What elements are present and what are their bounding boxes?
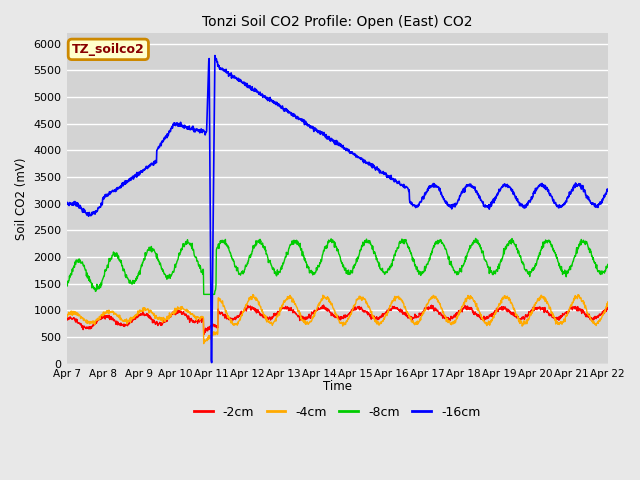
Text: TZ_soilco2: TZ_soilco2 (72, 43, 145, 56)
Y-axis label: Soil CO2 (mV): Soil CO2 (mV) (15, 157, 28, 240)
Legend: -2cm, -4cm, -8cm, -16cm: -2cm, -4cm, -8cm, -16cm (189, 401, 485, 424)
Title: Tonzi Soil CO2 Profile: Open (East) CO2: Tonzi Soil CO2 Profile: Open (East) CO2 (202, 15, 472, 29)
X-axis label: Time: Time (323, 380, 351, 393)
